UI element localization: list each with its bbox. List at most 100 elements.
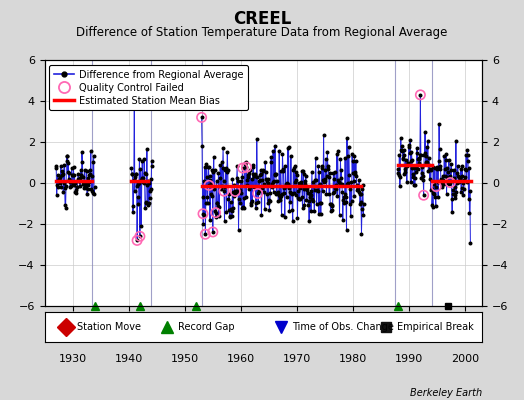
Point	[239, 194, 248, 201]
Point	[328, 202, 336, 208]
Point	[130, 188, 139, 194]
Point	[358, 186, 367, 192]
Point	[277, 212, 286, 218]
Point	[259, 167, 267, 173]
Point	[350, 153, 358, 160]
Point	[250, 173, 259, 180]
Point	[322, 190, 331, 197]
Point	[341, 155, 350, 161]
Point	[71, 189, 80, 195]
Point	[345, 172, 354, 178]
Point	[139, 180, 148, 186]
Point	[286, 198, 294, 205]
Point	[148, 162, 156, 169]
Point	[412, 150, 421, 156]
Point	[288, 207, 297, 213]
Point	[331, 168, 339, 175]
Point	[413, 145, 421, 151]
Point	[286, 189, 294, 195]
Point	[312, 201, 321, 208]
Point	[301, 178, 310, 184]
Point	[204, 164, 212, 170]
Point	[227, 208, 236, 215]
Legend: Difference from Regional Average, Quality Control Failed, Estimated Station Mean: Difference from Regional Average, Qualit…	[49, 65, 248, 110]
Point	[84, 175, 93, 182]
Point	[312, 176, 320, 183]
Point	[417, 152, 425, 158]
Point	[202, 200, 210, 206]
Point	[407, 148, 416, 155]
Point	[224, 167, 232, 174]
Point	[401, 168, 410, 175]
Point	[330, 189, 338, 195]
Point	[139, 179, 147, 185]
Point	[301, 181, 309, 187]
Point	[234, 178, 242, 185]
Point	[238, 174, 246, 180]
Point	[282, 194, 291, 200]
Point	[405, 144, 413, 150]
Point	[133, 237, 141, 244]
Point	[62, 183, 70, 189]
Point	[275, 192, 283, 198]
Point	[256, 166, 265, 173]
Point	[291, 163, 299, 169]
Point	[51, 163, 60, 169]
Point	[326, 208, 335, 214]
Point	[354, 186, 363, 193]
Point	[309, 178, 317, 185]
Point	[314, 162, 323, 169]
Point	[267, 154, 276, 160]
Point	[233, 175, 241, 181]
Point	[200, 211, 209, 218]
Point	[352, 158, 360, 164]
Point	[357, 230, 366, 237]
Point	[306, 191, 314, 198]
Point	[128, 171, 136, 178]
Point	[204, 164, 213, 170]
Point	[198, 114, 206, 121]
Point	[343, 181, 352, 187]
Point	[143, 182, 151, 188]
Point	[274, 188, 282, 195]
Point	[416, 92, 424, 98]
Point	[222, 164, 230, 171]
Point	[292, 176, 301, 183]
Point	[406, 137, 414, 144]
Point	[432, 183, 441, 190]
Point	[129, 209, 137, 216]
Point	[397, 135, 405, 141]
Point	[442, 191, 451, 197]
Point	[325, 191, 333, 197]
Point	[140, 169, 149, 176]
Text: Station Move: Station Move	[78, 322, 141, 332]
Point	[446, 180, 454, 186]
Point	[314, 183, 322, 190]
Point	[265, 206, 274, 213]
Point	[335, 179, 343, 185]
Point	[326, 201, 334, 207]
Point	[400, 170, 409, 177]
Point	[344, 180, 353, 186]
Point	[143, 146, 151, 152]
Point	[347, 198, 356, 204]
Point	[321, 178, 329, 184]
Point	[68, 165, 76, 171]
Point	[411, 175, 419, 181]
Point	[431, 194, 440, 200]
Point	[255, 177, 264, 183]
Point	[449, 190, 457, 197]
Point	[461, 166, 470, 172]
Point	[60, 185, 69, 192]
Point	[73, 183, 81, 190]
Point	[238, 165, 247, 171]
Point	[205, 182, 213, 188]
Point	[454, 179, 463, 185]
Point	[250, 184, 258, 191]
Point	[84, 182, 92, 188]
Point	[59, 188, 68, 195]
Point	[77, 172, 85, 178]
Point	[267, 159, 275, 165]
Point	[430, 181, 438, 187]
Point	[129, 177, 138, 184]
